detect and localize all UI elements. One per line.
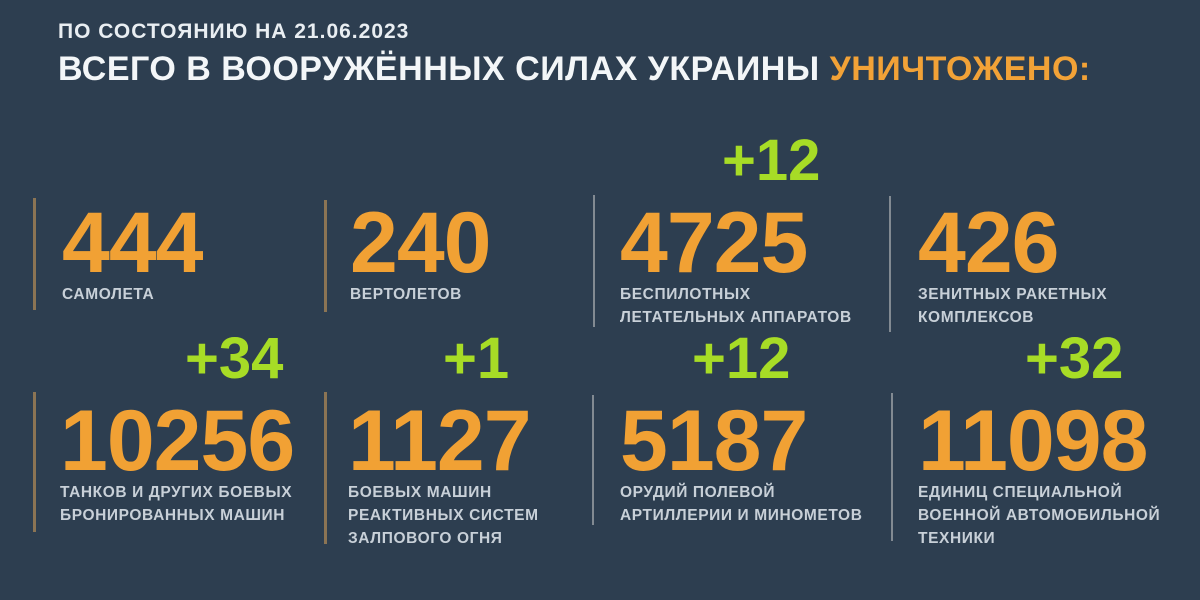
stat-label: ВЕРТОЛЕТОВ — [350, 286, 462, 303]
stat-value: 444 — [62, 195, 204, 291]
date-line: ПО СОСТОЯНИЮ НА 21.06.2023 — [58, 20, 410, 43]
headline-accent: УНИЧТОЖЕНО: — [829, 50, 1091, 88]
stat-value: 4725 — [620, 195, 808, 291]
stat-card-aircraft: 444 САМОЛЕТА — [62, 132, 352, 306]
stat-label: САМОЛЕТА — [62, 286, 155, 303]
stat-delta: +32 — [1025, 326, 1124, 391]
stat-delta — [350, 132, 640, 190]
stat-value: 5187 — [620, 393, 808, 489]
stat-card-tanks: +34 10256 ТАНКОВ И ДРУГИХ БОЕВЫХ БРОНИРОВ… — [60, 330, 350, 527]
divider — [889, 196, 891, 332]
stat-label: БЕСПИЛОТНЫХ ЛЕТАТЕЛЬНЫХ АППАРАТОВ — [620, 286, 852, 326]
divider — [891, 393, 893, 541]
divider — [324, 392, 327, 544]
divider — [33, 198, 36, 310]
stat-delta — [62, 132, 352, 190]
stat-card-uavs: +12 4725 БЕСПИЛОТНЫХ ЛЕТАТЕЛЬНЫХ АППАРАТО… — [620, 132, 910, 329]
divider — [592, 395, 594, 525]
divider — [593, 195, 595, 327]
stat-delta: +34 — [185, 326, 284, 391]
stat-label: ОРУДИЙ ПОЛЕВОЙ АРТИЛЛЕРИИ И МИНОМЕТОВ — [620, 484, 863, 524]
headline-main: ВСЕГО В ВООРУЖЁННЫХ СИЛАХ УКРАИНЫ — [58, 50, 830, 88]
headline: ВСЕГО В ВООРУЖЁННЫХ СИЛАХ УКРАИНЫ УНИЧТО… — [58, 50, 1091, 88]
stat-value: 426 — [918, 195, 1060, 291]
stat-label: ЕДИНИЦ СПЕЦИАЛЬНОЙ ВОЕННОЙ АВТОМОБИЛЬНОЙ Т… — [918, 484, 1161, 547]
stat-value: 11098 — [918, 393, 1148, 489]
stat-value: 10256 — [60, 393, 295, 489]
stat-value: 1127 — [348, 393, 532, 489]
stat-card-helicopters: 240 ВЕРТОЛЕТОВ — [350, 132, 640, 306]
stat-label: ТАНКОВ И ДРУГИХ БОЕВЫХ БРОНИРОВАННЫХ МАШИ… — [60, 484, 293, 524]
stat-label: ЗЕНИТНЫХ РАКЕТНЫХ КОМПЛЕКСОВ — [918, 286, 1108, 326]
stat-card-spec-vehicles: +32 11098 ЕДИНИЦ СПЕЦИАЛЬНОЙ ВОЕННОЙ АВТО… — [918, 330, 1200, 550]
stat-delta: +1 — [443, 326, 510, 391]
divider — [33, 392, 36, 532]
stat-card-artillery: +12 5187 ОРУДИЙ ПОЛЕВОЙ АРТИЛЛЕРИИ И МИНО… — [620, 330, 910, 527]
stat-delta — [918, 132, 1200, 190]
stat-card-sam-systems: 426 ЗЕНИТНЫХ РАКЕТНЫХ КОМПЛЕКСОВ — [918, 132, 1200, 329]
stat-card-mlrs: +1 1127 БОЕВЫХ МАШИН РЕАКТИВНЫХ СИСТЕМ ЗАЛ… — [348, 330, 638, 550]
divider — [324, 200, 327, 312]
stat-value: 240 — [350, 195, 492, 291]
stat-delta: +12 — [692, 326, 791, 391]
stat-label: БОЕВЫХ МАШИН РЕАКТИВНЫХ СИСТЕМ ЗАЛПОВОГО О… — [348, 484, 539, 547]
stat-delta: +12 — [722, 128, 821, 193]
